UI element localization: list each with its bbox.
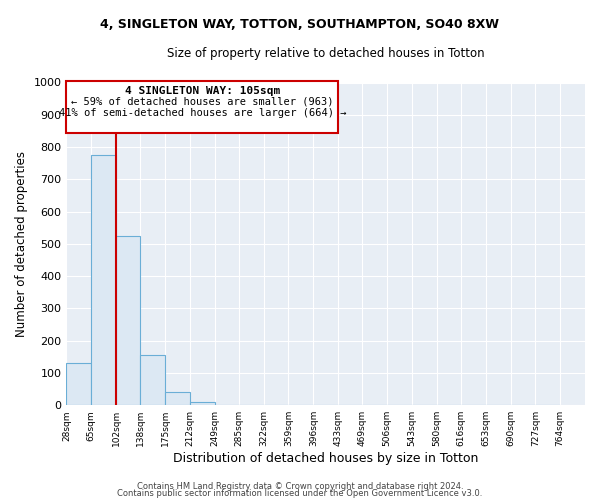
Bar	[67, 364, 91, 405]
Text: 4, SINGLETON WAY, TOTTON, SOUTHAMPTON, SO40 8XW: 4, SINGLETON WAY, TOTTON, SOUTHAMPTON, S…	[101, 18, 499, 30]
Bar	[67, 81, 338, 132]
Text: ← 59% of detached houses are smaller (963): ← 59% of detached houses are smaller (96…	[71, 97, 334, 107]
X-axis label: Distribution of detached houses by size in Totton: Distribution of detached houses by size …	[173, 452, 478, 465]
Text: 41% of semi-detached houses are larger (664) →: 41% of semi-detached houses are larger (…	[59, 108, 346, 118]
Text: 4 SINGLETON WAY: 105sqm: 4 SINGLETON WAY: 105sqm	[125, 86, 280, 96]
Text: Contains public sector information licensed under the Open Government Licence v3: Contains public sector information licen…	[118, 489, 482, 498]
Bar	[190, 402, 215, 405]
Bar	[116, 236, 140, 405]
Y-axis label: Number of detached properties: Number of detached properties	[15, 151, 28, 337]
Bar	[140, 355, 165, 405]
Title: Size of property relative to detached houses in Totton: Size of property relative to detached ho…	[167, 48, 485, 60]
Bar	[165, 392, 190, 405]
Text: Contains HM Land Registry data © Crown copyright and database right 2024.: Contains HM Land Registry data © Crown c…	[137, 482, 463, 491]
Bar	[91, 155, 116, 405]
